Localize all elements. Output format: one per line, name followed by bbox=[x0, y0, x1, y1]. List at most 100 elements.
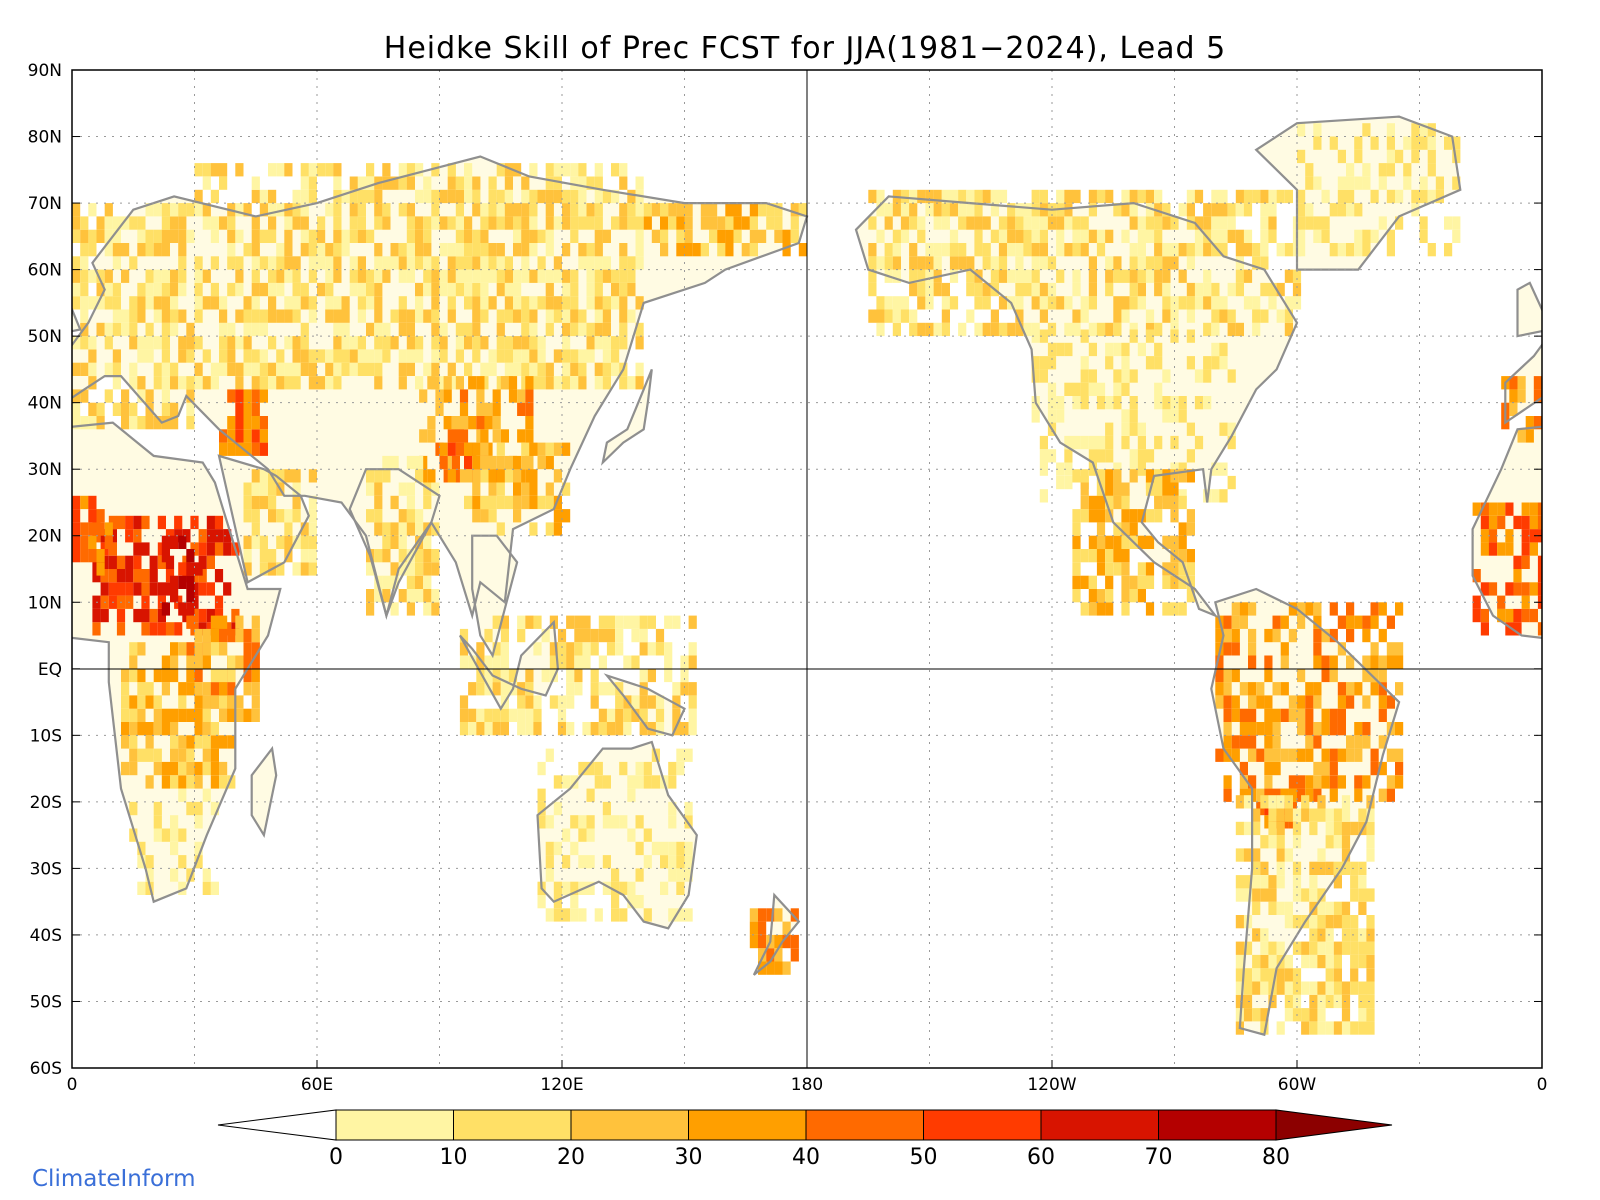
skill-cell bbox=[1537, 569, 1542, 583]
skill-cell bbox=[374, 243, 383, 257]
skill-cell bbox=[1513, 569, 1522, 583]
skill-cell bbox=[317, 243, 326, 257]
skill-cell bbox=[1227, 475, 1236, 490]
skill-cell bbox=[1047, 322, 1057, 337]
skill-cell bbox=[1105, 342, 1114, 357]
skill-cell bbox=[243, 482, 252, 496]
skill-cell bbox=[133, 542, 142, 556]
skill-cell bbox=[1301, 954, 1310, 969]
skill-cell bbox=[496, 482, 505, 496]
skill-cell bbox=[357, 176, 366, 190]
skill-cell bbox=[1105, 189, 1114, 204]
skill-cell bbox=[431, 589, 440, 603]
skill-cell bbox=[1321, 748, 1330, 762]
skill-cell bbox=[496, 309, 505, 323]
skill-cell bbox=[145, 243, 154, 257]
skill-cell bbox=[284, 296, 293, 310]
skill-cell bbox=[1031, 329, 1040, 343]
skill-cell bbox=[415, 229, 424, 243]
skill-cell bbox=[643, 908, 652, 922]
skill-cell bbox=[1358, 928, 1367, 942]
skill-cell bbox=[366, 469, 375, 483]
skill-cell bbox=[1537, 555, 1542, 569]
skill-cell bbox=[1072, 549, 1081, 563]
skill-cell bbox=[96, 296, 105, 310]
skill-cell bbox=[1341, 848, 1351, 862]
skill-cell bbox=[982, 296, 991, 310]
skill-cell bbox=[1341, 835, 1351, 849]
skill-cell bbox=[586, 349, 595, 363]
skill-cell bbox=[537, 376, 546, 390]
skill-cell bbox=[602, 362, 611, 376]
skill-cell bbox=[161, 269, 170, 283]
lat-label: 10S bbox=[30, 726, 62, 746]
skill-cell bbox=[325, 309, 334, 323]
skill-cell bbox=[357, 256, 366, 270]
skill-cell bbox=[447, 163, 456, 177]
skill-cell bbox=[390, 522, 399, 536]
skill-cell bbox=[1072, 435, 1081, 450]
skill-cell bbox=[553, 841, 562, 856]
skill-cell bbox=[133, 608, 142, 623]
skill-cell bbox=[623, 615, 632, 629]
skill-cell bbox=[1186, 356, 1195, 370]
skill-cell bbox=[96, 416, 105, 430]
skill-cell bbox=[982, 216, 991, 230]
skill-cell bbox=[251, 642, 260, 656]
skill-cell bbox=[1243, 229, 1253, 243]
skill-cell bbox=[594, 256, 603, 270]
skill-cell bbox=[431, 602, 440, 616]
skill-cell bbox=[145, 282, 154, 297]
skill-cell bbox=[660, 216, 669, 230]
skill-cell bbox=[537, 269, 546, 283]
skill-cell bbox=[484, 628, 493, 643]
skill-cell bbox=[333, 349, 342, 363]
skill-cell bbox=[1178, 396, 1187, 410]
skill-cell bbox=[292, 256, 301, 270]
skill-cell bbox=[1480, 582, 1489, 596]
skill-cell bbox=[1297, 229, 1306, 243]
skill-cell bbox=[1305, 748, 1314, 762]
skill-cell bbox=[1358, 1008, 1367, 1022]
skill-cell bbox=[1186, 469, 1195, 483]
skill-cell bbox=[170, 416, 179, 430]
skill-cell bbox=[112, 309, 121, 323]
skill-cell bbox=[684, 801, 693, 816]
skill-cell bbox=[570, 322, 579, 337]
skill-cell bbox=[525, 416, 534, 430]
skill-cell bbox=[227, 256, 236, 270]
skill-cell bbox=[917, 282, 926, 297]
skill-cell bbox=[1211, 216, 1220, 230]
skill-cell bbox=[480, 455, 489, 470]
skill-cell bbox=[1346, 602, 1355, 616]
skill-cell bbox=[129, 642, 138, 656]
skill-cell bbox=[308, 269, 317, 283]
skill-cell bbox=[472, 495, 481, 510]
skill-cell bbox=[627, 895, 636, 909]
skill-cell bbox=[382, 216, 391, 230]
skill-cell bbox=[1378, 668, 1387, 683]
skill-cell bbox=[619, 296, 628, 310]
skill-cell bbox=[684, 216, 693, 230]
skill-cell bbox=[941, 309, 950, 323]
skill-cell bbox=[341, 296, 350, 310]
skill-cell bbox=[161, 602, 170, 616]
skill-cell bbox=[655, 642, 665, 656]
skill-cell bbox=[570, 189, 579, 204]
skill-cell bbox=[357, 203, 366, 217]
skill-cell bbox=[415, 256, 424, 270]
skill-cell bbox=[406, 216, 415, 230]
skill-cell bbox=[349, 336, 358, 350]
skill-cell bbox=[1370, 682, 1379, 696]
skill-cell bbox=[619, 322, 628, 337]
skill-cell bbox=[1362, 655, 1371, 669]
skill-cell bbox=[161, 376, 170, 390]
skill-cell bbox=[1280, 708, 1289, 722]
skill-cell bbox=[529, 469, 538, 483]
skill-cell bbox=[1145, 562, 1155, 576]
skill-cell bbox=[235, 256, 244, 270]
skill-cell bbox=[1386, 229, 1395, 243]
skill-cell bbox=[672, 682, 681, 696]
skill-cell bbox=[602, 801, 611, 816]
skill-cell bbox=[366, 482, 375, 496]
